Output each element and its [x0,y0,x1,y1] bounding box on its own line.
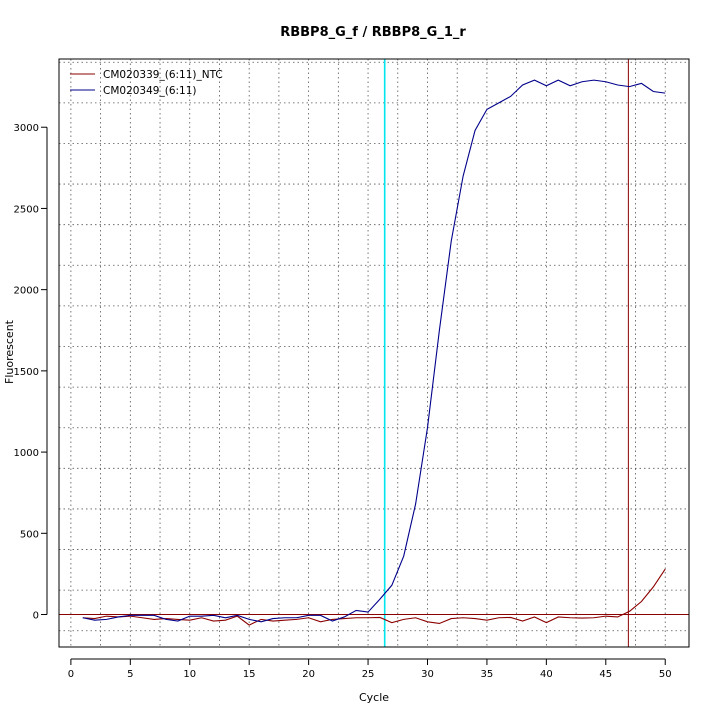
vertical-lines-layer [383,59,629,647]
x-tick-label: 0 [68,669,74,680]
x-tick-label: 40 [540,669,553,680]
plot-frame [58,58,690,648]
y-tick-label: 500 [20,529,39,540]
x-tick-label: 15 [243,669,256,680]
series-line-1 [82,568,666,626]
legend-entry-label: CM020339_(6:11)_NTC [103,69,223,81]
x-tick-label: 10 [183,669,196,680]
x-tick-label: 25 [362,669,375,680]
legend-entry-label: CM020349_(6:11) [103,85,197,97]
x-tick-label: 50 [659,669,672,680]
y-tick-label: 0 [33,611,39,622]
x-tick-label: 35 [481,669,494,680]
x-tick-label: 45 [599,669,612,680]
x-tick-label: 20 [302,669,315,680]
x-tick-label: 30 [421,669,434,680]
x-axis-label: Cycle [359,691,389,704]
x-tick-label: 5 [127,669,133,680]
y-tick-label: 1000 [14,448,39,459]
legend: CM020339_(6:11)_NTC CM020349_(6:11) [70,69,223,97]
y-axis-label: Fluorescent [3,319,16,384]
y-tick-label: 2500 [14,204,39,215]
chart-title: RBBP8_G_f / RBBP8_G_1_r [280,25,466,40]
series-line-2 [82,79,666,623]
y-tick-label: 1500 [14,367,39,378]
grid-layer [59,59,689,647]
series-layer [82,79,666,626]
axes-layer: 0 5 10 15 20 25 30 35 40 45 5005001000150020002500… [14,123,672,680]
y-tick-label: 3000 [14,123,39,134]
y-tick-label: 2000 [14,286,39,297]
